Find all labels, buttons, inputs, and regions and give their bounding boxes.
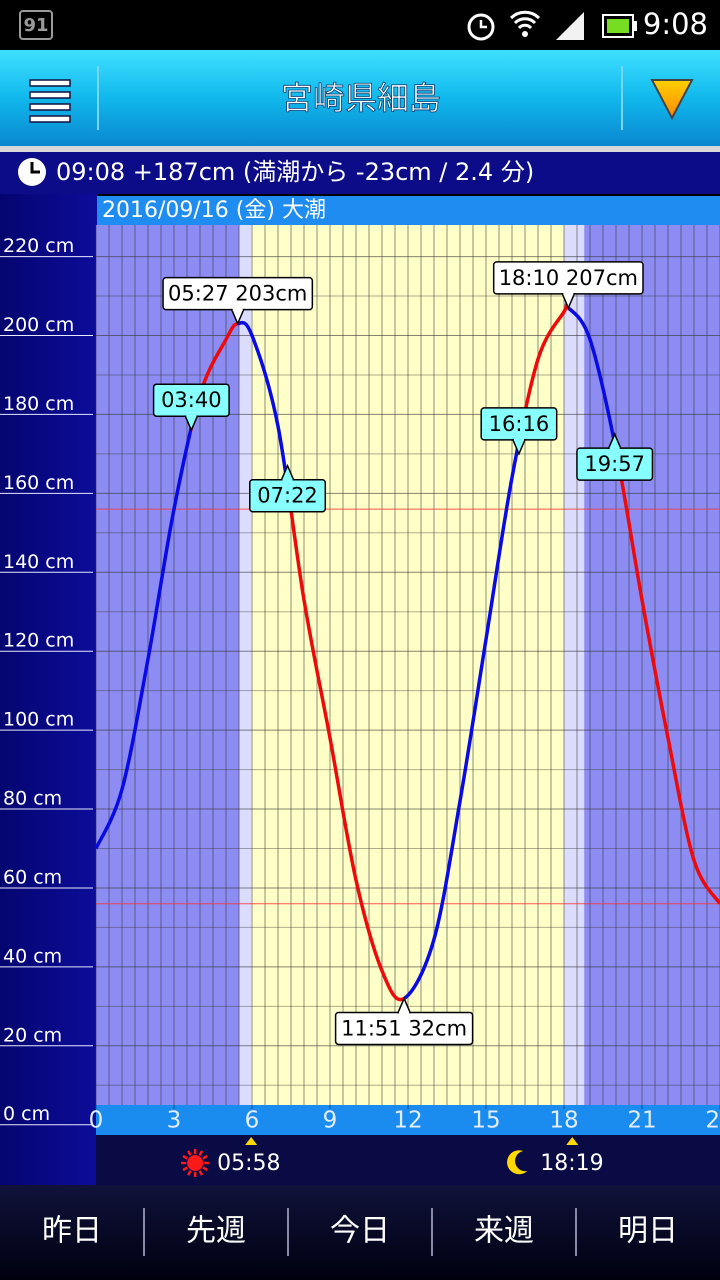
nav-button[interactable]: 昨日 <box>42 1214 102 1249</box>
sun-ray <box>202 1166 208 1172</box>
callout-label: 11:51 32cm <box>341 1016 467 1040</box>
dropdown-button[interactable] <box>650 79 694 121</box>
notification-icon <box>19 10 53 40</box>
tide-callout: 16:16 <box>480 407 558 456</box>
tide-callout: 11:51 32cm <box>334 996 474 1046</box>
callout-label: 18:10 207cm <box>499 266 638 290</box>
x-tick-label: 15 <box>471 1108 500 1134</box>
x-tick-label: 24 <box>705 1108 720 1134</box>
nav-button[interactable]: 今日 <box>330 1214 390 1249</box>
nav-items: 昨日 先週 今日 来週 明日 <box>42 1208 678 1256</box>
y-tick-label: 140 cm <box>3 551 74 573</box>
sun-icon <box>181 1149 210 1177</box>
sun-ray <box>187 1170 192 1176</box>
sun-ray <box>198 1150 204 1156</box>
sunrise-marker <box>245 1137 258 1145</box>
y-tick-label: 20 cm <box>3 1024 62 1046</box>
sunrise-label: 05:58 <box>217 1151 280 1176</box>
sun-ray <box>182 1166 188 1172</box>
tide-callout: 03:40 <box>152 383 230 433</box>
tide-callout: 18:10 207cm <box>492 261 644 310</box>
x-tick-label: 3 <box>167 1108 182 1134</box>
moon-icon <box>507 1150 528 1175</box>
x-tick-label: 6 <box>245 1108 260 1134</box>
sun-ray <box>198 1170 204 1176</box>
sun-ray <box>202 1154 208 1160</box>
status-icons <box>467 10 637 41</box>
y-tick-label: 220 cm <box>3 235 74 257</box>
bottom-nav <box>0 1185 720 1280</box>
x-tick-label: 12 <box>393 1108 422 1134</box>
x-tick-label: 18 <box>549 1108 578 1134</box>
info-text: 09:08 +187cm (満潮から -23cm / 2.4 分) <box>56 158 534 186</box>
header-title: 宮崎県細島 <box>281 79 441 117</box>
chart-title: 2016/09/16 (金) 大潮 <box>102 198 326 223</box>
x-tick-label: 21 <box>627 1108 656 1134</box>
y-tick-label: 60 cm <box>3 866 62 888</box>
sun-core <box>187 1155 204 1171</box>
y-tick-label: 100 cm <box>3 709 74 731</box>
sun-ray <box>187 1150 192 1156</box>
nav-button[interactable]: 来週 <box>474 1214 534 1249</box>
callout-label: 03:40 <box>161 388 222 412</box>
status-bar <box>0 0 720 50</box>
y-tick-label: 40 cm <box>3 945 62 967</box>
y-tick-label: 0 cm <box>3 1103 50 1125</box>
sun-ray <box>182 1154 188 1160</box>
clock: 9:08 <box>643 7 708 41</box>
header <box>0 50 720 146</box>
y-tick-label: 80 cm <box>3 788 62 810</box>
x-axis-band <box>96 1105 720 1135</box>
tide-callout: 07:22 <box>249 463 327 513</box>
info-bar <box>0 152 720 194</box>
nav-button[interactable]: 先週 <box>186 1214 246 1249</box>
x-tick-label: 9 <box>323 1108 338 1134</box>
y-tick-label: 180 cm <box>3 393 74 415</box>
tide-chart: 2016/09/16 (金) 大潮 0 cm 20 cm 40 cm 60 cm 80 c… <box>0 196 720 1185</box>
notification-count: 91 <box>23 15 48 36</box>
tide-callout: 19:57 <box>576 432 654 481</box>
menu-button[interactable] <box>29 79 71 123</box>
callout-label: 16:16 <box>489 412 550 436</box>
y-tick-label: 200 cm <box>3 314 74 336</box>
y-tick-label: 120 cm <box>3 630 74 652</box>
callout-label: 19:57 <box>584 452 645 476</box>
tide-callout: 05:27 203cm <box>162 276 314 326</box>
callout-label: 07:22 <box>257 484 318 508</box>
header-edge <box>0 146 720 152</box>
sunset-marker <box>566 1137 579 1145</box>
clock-icon <box>18 158 46 186</box>
nav-button[interactable]: 明日 <box>618 1214 678 1249</box>
y-axis-panel <box>0 194 97 1185</box>
callout-label: 05:27 203cm <box>168 282 307 306</box>
y-tick-label: 160 cm <box>3 472 74 494</box>
x-tick-label: 0 <box>89 1108 104 1134</box>
date-bar <box>97 196 720 225</box>
sunset-label: 18:19 <box>540 1151 603 1176</box>
